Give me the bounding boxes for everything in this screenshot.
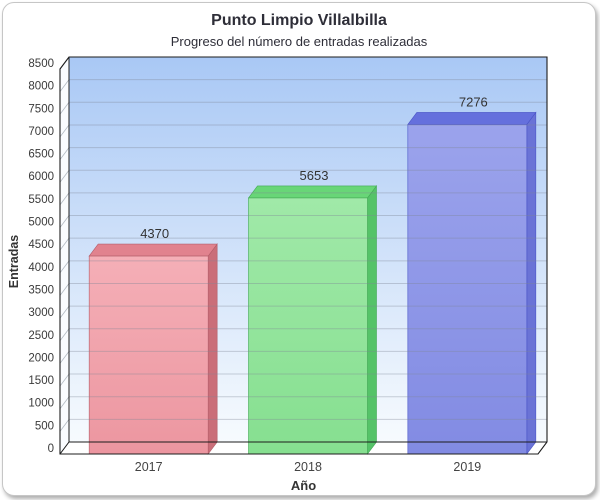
y-tick-label: 1000 [28, 398, 54, 410]
y-tick-label: 6000 [28, 171, 54, 183]
bar-front-face [88, 255, 209, 455]
wall-tick-line [59, 102, 70, 115]
bar-2017 [88, 243, 218, 455]
y-tick-label: 2500 [28, 330, 54, 342]
chart-subtitle: Progreso del número de entradas realizad… [170, 34, 428, 49]
bar-side-face [367, 185, 377, 455]
wall-tick-line [59, 373, 70, 387]
bar-value-label: 7276 [459, 94, 488, 109]
y-tick-label: 7000 [28, 126, 54, 138]
y-axis-title: Entradas [7, 235, 21, 289]
y-tick-label: 4500 [28, 239, 54, 251]
chart-card: Punto Limpio Villalbilla Progreso del nú… [2, 2, 596, 496]
x-category-label: 2019 [453, 460, 481, 474]
y-tick-label: 3000 [28, 307, 54, 319]
y-tick-label: 5000 [28, 217, 54, 229]
wall-tick-line [59, 328, 70, 342]
wall-tick-line [59, 260, 70, 274]
y-tick-label: 2000 [28, 352, 54, 364]
page-title: Punto Limpio Villalbilla [211, 12, 387, 29]
x-category-label: 2018 [294, 460, 322, 474]
wall-tick-line [59, 215, 70, 228]
y-tick-label: 0 [48, 443, 54, 455]
y-tick-label: 1500 [28, 375, 54, 387]
bar-value-label: 4370 [140, 226, 169, 241]
bar-top-face [407, 112, 537, 125]
plot-left-wall [60, 57, 69, 454]
bar-top-face [88, 243, 218, 257]
bar-value-label: 5653 [300, 168, 329, 183]
bar-front-face [407, 124, 528, 455]
bar-2018 [247, 185, 378, 455]
wall-tick-line [59, 192, 70, 206]
y-tick-label: 4000 [28, 262, 54, 274]
y-tick-label: 5500 [28, 194, 54, 206]
chart-canvas: 0 500 1000 1500 2000 2500 3000 3500 4000 4500 5000… [7, 56, 548, 493]
bar-2019 [407, 111, 537, 455]
bar-front-face [248, 197, 368, 455]
wall-tick-line [59, 124, 70, 138]
wall-tick-line [59, 419, 70, 432]
bar-side-face [207, 243, 218, 455]
wall-tick-line [59, 283, 70, 296]
y-tick-label: 6500 [28, 149, 54, 161]
wall-tick-line [59, 351, 70, 364]
wall-tick-line [59, 396, 70, 409]
wall-tick-line [59, 305, 70, 319]
y-tick-label: 3500 [28, 284, 54, 296]
wall-tick-line [59, 147, 70, 160]
y-tick-label: 8500 [28, 58, 54, 70]
wall-tick-line [59, 237, 70, 251]
bar-top-face [247, 185, 378, 199]
y-tick-label: 500 [35, 420, 54, 432]
x-category-label: 2017 [135, 460, 163, 474]
y-tick-label: 8000 [28, 81, 54, 93]
y-tick-label: 7500 [28, 103, 54, 115]
frame-floor-corner-edge [59, 441, 70, 455]
wall-tick-line [59, 169, 70, 183]
x-axis-title: Año [291, 478, 316, 493]
wall-tick-line [59, 79, 70, 92]
